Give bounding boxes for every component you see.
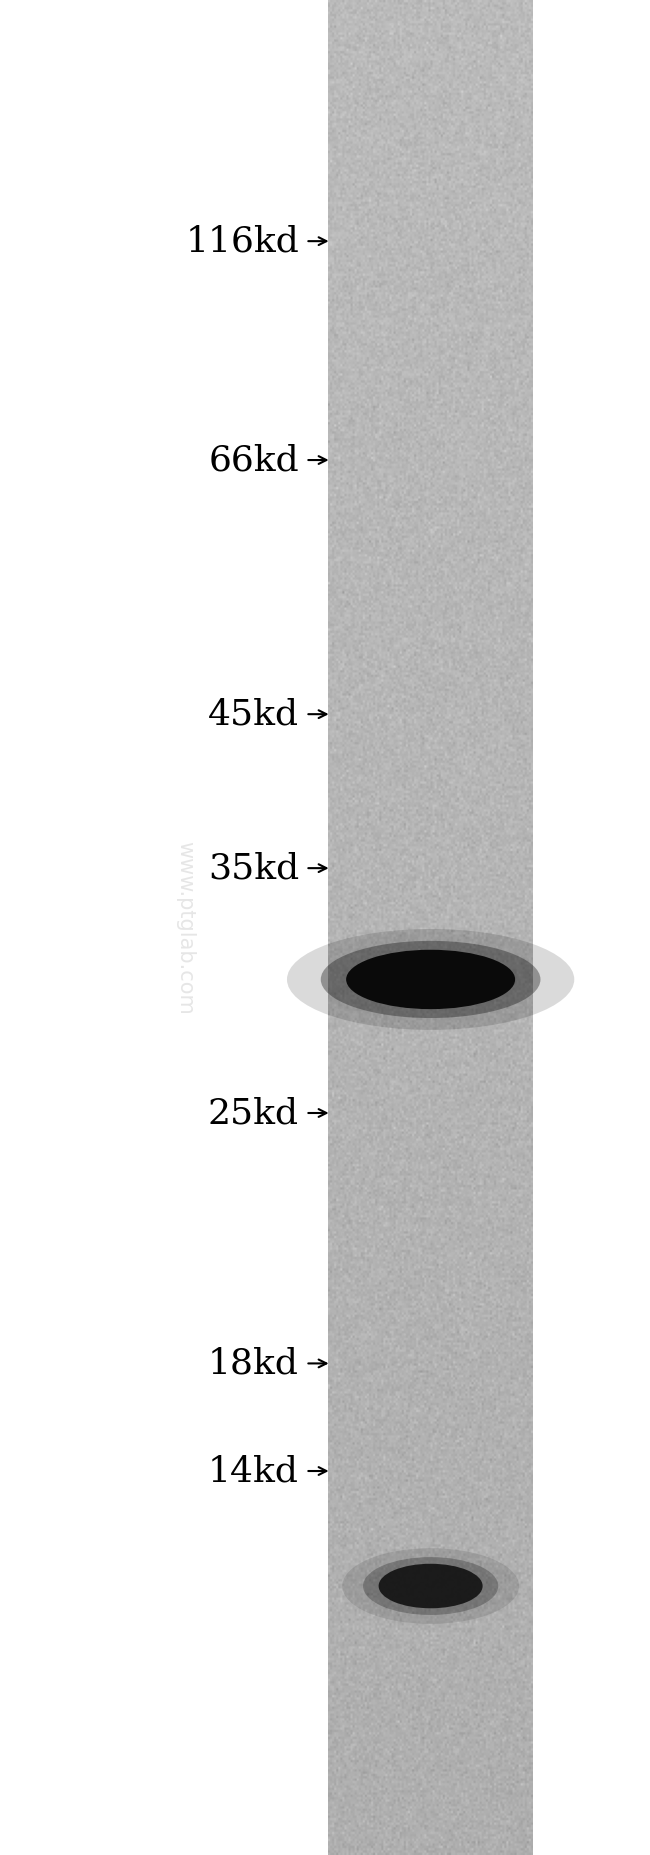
Text: 14kd: 14kd	[208, 1454, 299, 1488]
Ellipse shape	[363, 1556, 499, 1616]
Text: www.ptglab.com: www.ptglab.com	[176, 840, 195, 1015]
Ellipse shape	[378, 1564, 482, 1608]
Ellipse shape	[346, 950, 515, 1009]
Ellipse shape	[320, 940, 541, 1018]
Text: 116kd: 116kd	[185, 224, 299, 258]
Text: 35kd: 35kd	[208, 851, 299, 885]
Ellipse shape	[343, 1549, 519, 1623]
Ellipse shape	[287, 929, 575, 1030]
Text: 45kd: 45kd	[208, 697, 299, 731]
Text: 18kd: 18kd	[208, 1347, 299, 1380]
Text: 66kd: 66kd	[209, 443, 299, 477]
Text: 25kd: 25kd	[208, 1096, 299, 1130]
